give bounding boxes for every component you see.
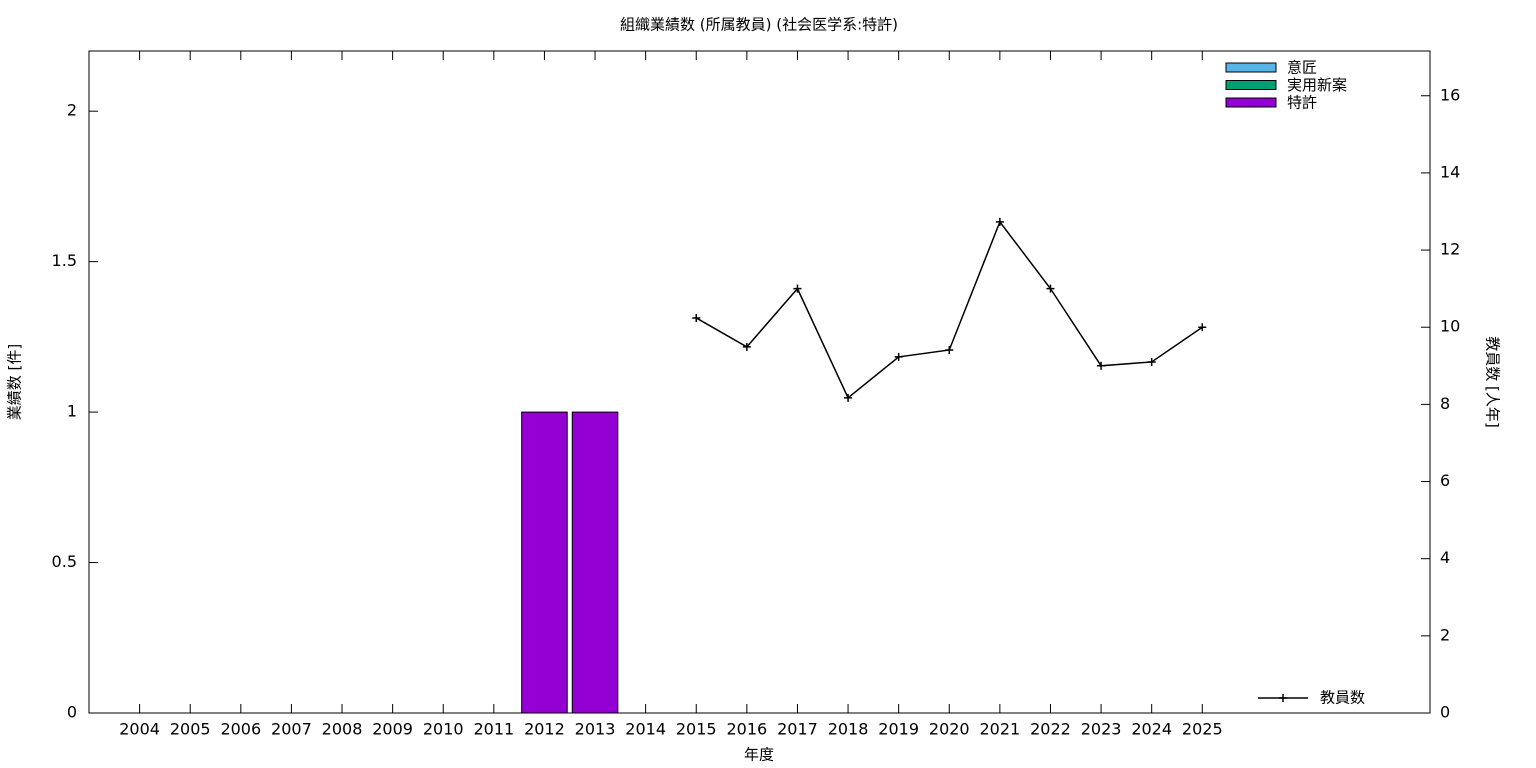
x-tick-label: 2005 xyxy=(170,720,211,739)
point xyxy=(894,352,903,361)
legend-point xyxy=(1279,694,1287,702)
point xyxy=(995,217,1004,226)
point xyxy=(1198,323,1207,332)
point xyxy=(742,342,751,351)
point xyxy=(793,284,802,293)
x-tick-label: 2024 xyxy=(1131,720,1172,739)
line xyxy=(695,220,1203,400)
point xyxy=(692,313,701,322)
y2-axis-label: 教員数 [人年] xyxy=(1484,336,1502,427)
legend-label: 特許 xyxy=(1287,94,1317,112)
x-tick-label: 2013 xyxy=(575,720,616,739)
point xyxy=(1097,361,1106,370)
x-tick-label: 2008 xyxy=(322,720,363,739)
x-tick-label: 2014 xyxy=(625,720,666,739)
y2-tick-label: 16 xyxy=(1440,85,1460,104)
y-tick-label: 1 xyxy=(67,402,77,421)
point xyxy=(844,393,853,402)
x-tick-label: 2018 xyxy=(828,720,869,739)
x-tick-label: 2010 xyxy=(423,720,464,739)
y-tick-label: 1.5 xyxy=(52,251,77,270)
legend-swatch xyxy=(1225,62,1277,73)
x-tick-label: 2007 xyxy=(271,720,312,739)
bar xyxy=(571,411,619,714)
y-tick-label: 0 xyxy=(67,703,77,722)
y2-tick-label: 6 xyxy=(1440,471,1450,490)
x-tick-label: 2022 xyxy=(1030,720,1071,739)
point xyxy=(1046,284,1055,293)
x-tick-label: 2015 xyxy=(676,720,717,739)
point xyxy=(1147,357,1156,366)
y2-tick-label: 4 xyxy=(1440,548,1450,567)
point xyxy=(945,345,954,354)
chart-title: 組織業績数 (所属教員) (社会医学系:特許) xyxy=(620,16,898,34)
y2-tick-label: 2 xyxy=(1440,625,1450,644)
x-tick-label: 2004 xyxy=(119,720,160,739)
x-tick-label: 2021 xyxy=(980,720,1021,739)
x-tick-label: 2020 xyxy=(929,720,970,739)
bar xyxy=(521,411,568,714)
x-tick-label: 2006 xyxy=(220,720,261,739)
y-axis-label: 業績数 [件] xyxy=(6,344,24,420)
x-tick-label: 2017 xyxy=(777,720,818,739)
x-tick-label: 2011 xyxy=(473,720,514,739)
x-tick-label: 2009 xyxy=(372,720,413,739)
x-axis-label: 年度 xyxy=(744,746,774,764)
y2-tick-label: 10 xyxy=(1440,317,1460,336)
y-tick-label: 2 xyxy=(67,101,77,120)
plot-frame xyxy=(88,50,1431,714)
y2-tick-label: 0 xyxy=(1440,703,1450,722)
x-tick-label: 2019 xyxy=(878,720,919,739)
x-tick-label: 2012 xyxy=(524,720,565,739)
legend-label: 教員数 xyxy=(1320,689,1365,707)
y2-tick-label: 14 xyxy=(1440,162,1460,181)
x-tick-label: 2023 xyxy=(1081,720,1122,739)
legend-label: 実用新案 xyxy=(1287,76,1347,94)
legend-label: 意匠 xyxy=(1287,59,1317,77)
legend-swatch xyxy=(1225,97,1277,108)
y-tick-label: 0.5 xyxy=(52,552,77,571)
legend-swatch xyxy=(1225,80,1277,90)
y2-tick-label: 12 xyxy=(1440,240,1460,259)
x-tick-label: 2025 xyxy=(1182,720,1223,739)
x-tick-label: 2016 xyxy=(726,720,767,739)
y2-tick-label: 8 xyxy=(1440,394,1450,413)
